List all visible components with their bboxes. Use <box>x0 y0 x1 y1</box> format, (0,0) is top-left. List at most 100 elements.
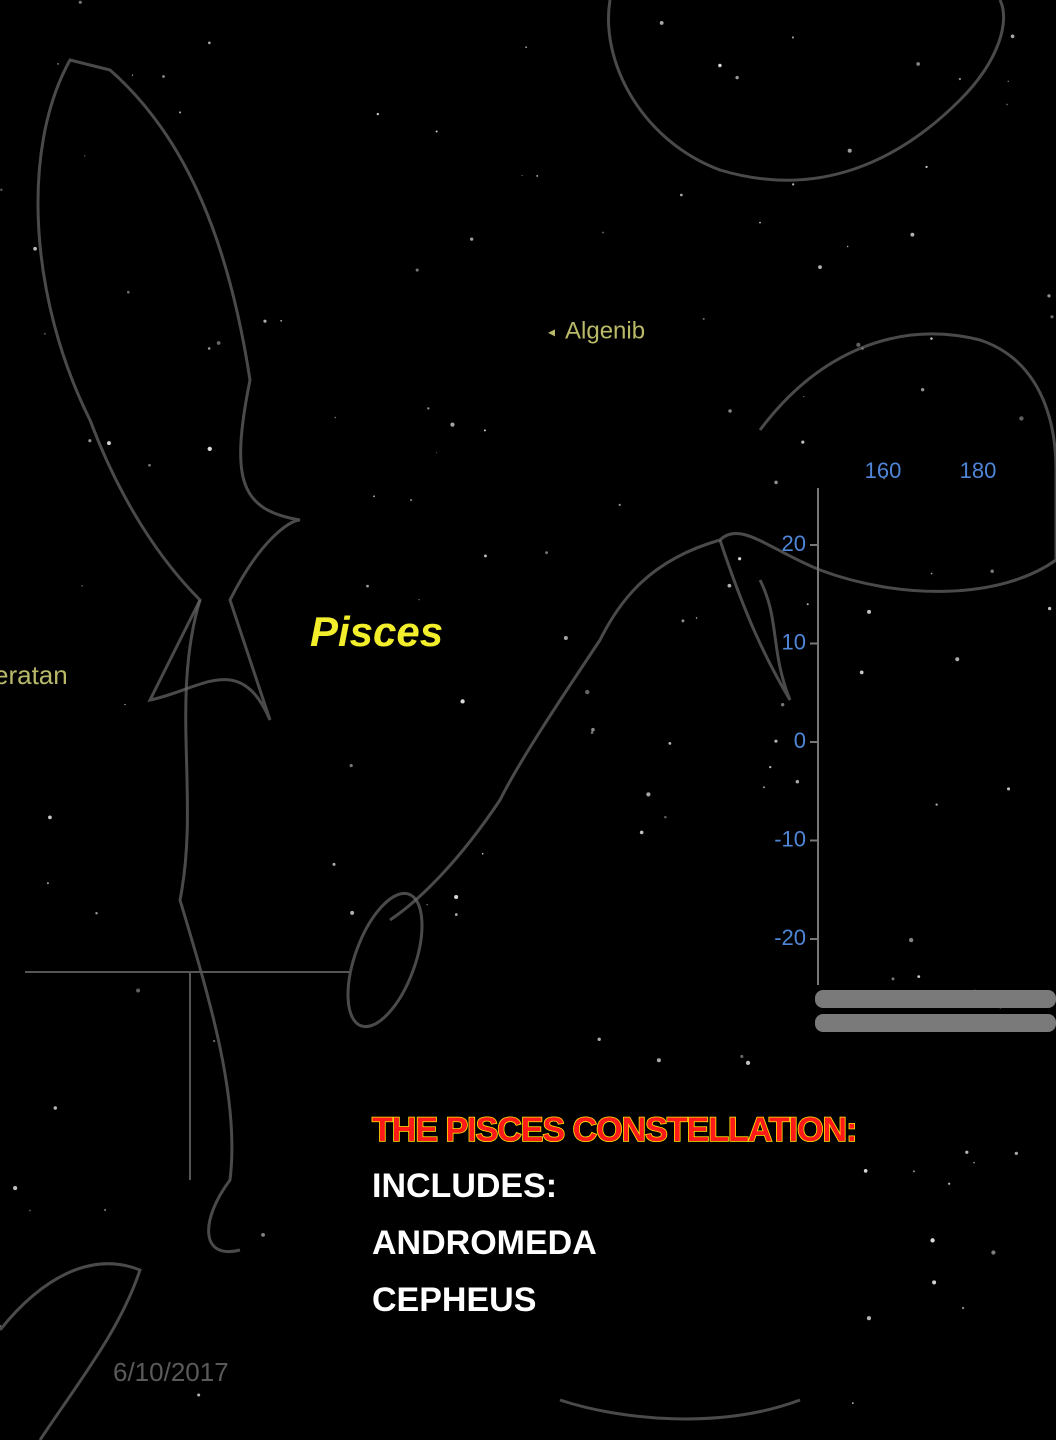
star <box>280 319 283 322</box>
star <box>863 1169 868 1173</box>
date: 6/10/2017 <box>113 1357 229 1387</box>
text-lines: INCLUDES: ANDROMEDA CEPHEUS <box>372 1167 597 1319</box>
star <box>917 975 921 979</box>
text-line: ANDROMEDA <box>372 1224 597 1262</box>
star <box>973 1161 975 1164</box>
star <box>602 231 604 234</box>
star <box>727 583 732 588</box>
star <box>263 319 267 323</box>
axis-tick-label: 0 <box>794 728 806 753</box>
star <box>435 130 438 133</box>
star <box>759 221 761 224</box>
star <box>88 439 92 443</box>
star <box>990 569 994 574</box>
star <box>29 1209 31 1212</box>
star <box>545 551 548 555</box>
star <box>450 422 455 427</box>
star <box>136 988 141 993</box>
star <box>366 584 369 588</box>
coordinate-axis: 160 180 20 10 0 -10 -20 <box>774 458 996 950</box>
star <box>350 910 355 915</box>
star <box>213 1039 216 1043</box>
axis-tick-label: 180 <box>960 458 997 483</box>
star <box>563 635 568 640</box>
star <box>801 440 805 444</box>
star <box>162 75 165 78</box>
star <box>769 765 772 769</box>
star <box>948 1182 951 1185</box>
star <box>179 111 182 114</box>
star <box>891 977 895 981</box>
star <box>930 1238 935 1243</box>
star <box>148 463 151 467</box>
star <box>1047 606 1052 611</box>
star <box>1006 103 1009 106</box>
star <box>590 731 594 734</box>
star <box>57 63 59 65</box>
star <box>908 937 914 943</box>
star <box>104 1208 107 1212</box>
star <box>460 699 465 704</box>
star <box>859 670 864 675</box>
star <box>483 554 487 558</box>
star <box>84 155 86 157</box>
text-line: INCLUDES: <box>372 1167 557 1205</box>
star <box>965 1150 969 1154</box>
star <box>124 703 126 706</box>
star <box>738 557 742 561</box>
star <box>867 609 872 614</box>
star <box>883 477 885 480</box>
text-line: CEPHEUS <box>372 1281 536 1319</box>
star <box>106 441 111 446</box>
star <box>207 446 212 452</box>
star <box>33 246 37 251</box>
star <box>332 862 336 866</box>
star <box>454 913 458 916</box>
star <box>762 786 765 789</box>
star <box>806 603 809 606</box>
star <box>46 882 49 885</box>
star <box>745 1060 751 1065</box>
star <box>131 74 134 76</box>
star <box>349 764 353 768</box>
star <box>718 63 722 68</box>
star <box>618 503 621 506</box>
star <box>728 409 732 413</box>
star <box>847 148 852 153</box>
slide-title: THE PISCES CONSTELLATION: <box>372 1111 856 1149</box>
star <box>846 245 849 248</box>
scrollbar <box>815 990 1056 1008</box>
star <box>536 174 539 177</box>
star <box>376 112 379 116</box>
star <box>435 452 438 454</box>
star <box>208 41 211 45</box>
star <box>0 188 3 192</box>
star <box>791 36 795 39</box>
star <box>1007 80 1009 83</box>
star <box>454 895 459 900</box>
star <box>1006 787 1011 791</box>
star <box>792 183 795 186</box>
star-label: eratan <box>0 660 68 690</box>
star <box>930 572 933 575</box>
star <box>925 165 928 169</box>
star <box>774 480 778 485</box>
star <box>591 727 595 732</box>
star <box>470 237 474 241</box>
star-marker: ◂ <box>548 324 555 340</box>
star <box>597 1037 601 1042</box>
star <box>695 617 698 619</box>
star <box>427 407 430 410</box>
star <box>818 265 822 270</box>
star <box>659 21 664 25</box>
star <box>955 657 960 662</box>
axis-tick-label: 160 <box>865 458 902 483</box>
star <box>95 912 98 915</box>
star <box>13 1186 18 1191</box>
axis-tick-label: -20 <box>774 925 806 950</box>
star <box>668 741 672 745</box>
star <box>415 268 419 272</box>
star <box>916 62 920 66</box>
